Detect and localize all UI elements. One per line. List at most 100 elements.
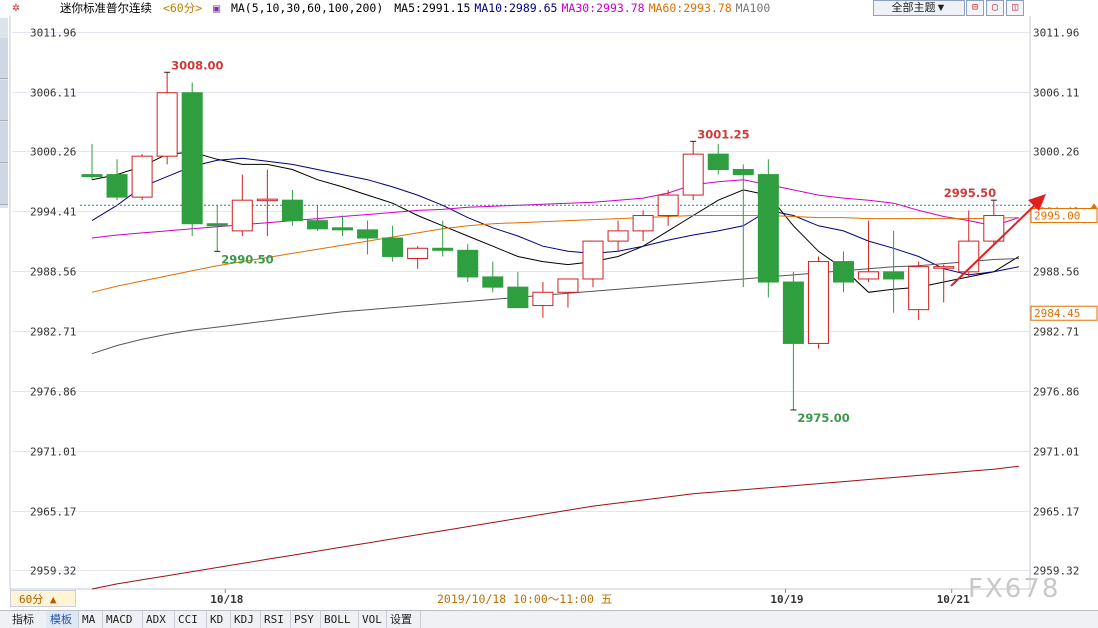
tab-vol[interactable]: VOL (358, 611, 387, 628)
candle-body (106, 174, 128, 198)
tab-adx[interactable]: ADX (142, 611, 175, 628)
y-tick-right: 3011.96 (1033, 27, 1079, 40)
ma30-line (91, 179, 1020, 239)
tab-模板[interactable]: 模板 (46, 611, 79, 628)
left-tab-2[interactable] (0, 80, 8, 121)
tab-kdj[interactable]: KDJ (230, 611, 261, 628)
y-tick-right: 2988.56 (1033, 266, 1079, 279)
price-tag-label: 2984.45 (1034, 307, 1080, 320)
y-tick-left: 2988.56 (30, 266, 76, 279)
extreme-label: 3008.00 (171, 58, 223, 72)
ma-value-1: MA10:2989.65 (474, 1, 558, 15)
extreme-label: 3001.25 (697, 127, 749, 141)
x-tick-label: 10/18 (210, 593, 243, 606)
period-label[interactable]: <60分> (162, 1, 203, 15)
ma200-line (91, 465, 1019, 590)
candle-body (883, 271, 905, 280)
candle-body (632, 215, 654, 232)
timeframe-selector[interactable]: 60分 ▲ (10, 590, 76, 607)
candle-body (782, 281, 804, 344)
left-tab-3[interactable] (0, 122, 8, 163)
ma-value-0: MA5:2991.15 (394, 1, 471, 15)
candle-body (457, 249, 479, 278)
y-tick-right: 3000.26 (1033, 146, 1079, 159)
x-tick-label: 10/19 (770, 593, 803, 606)
tab-ma[interactable]: MA (78, 611, 103, 628)
candle-body (206, 223, 228, 227)
candle-body (482, 276, 504, 288)
tab-设置[interactable]: 设置 (386, 611, 421, 628)
candle-body (807, 261, 829, 344)
tab-kd[interactable]: KD (206, 611, 231, 628)
candle-body (682, 153, 704, 196)
candle-body (757, 174, 779, 283)
candle-body (407, 247, 429, 260)
ma-value-3: MA60:2993.78 (648, 1, 732, 15)
candle-body (382, 237, 404, 257)
candle-body (657, 194, 679, 217)
tab-指标[interactable]: 指标 (8, 611, 47, 628)
candle-body (156, 92, 178, 157)
candle-body (306, 220, 328, 230)
tab-rsi[interactable]: RSI (260, 611, 291, 628)
price-tag-label: 2995.00 (1034, 210, 1080, 223)
y-tick-left: 2965.17 (30, 506, 76, 519)
ma-value-4: MA100 (735, 1, 771, 15)
candle-body (858, 271, 880, 280)
extreme-label: 2990.50 (221, 252, 273, 266)
ma5-line (91, 151, 1020, 293)
candle-body (432, 247, 454, 251)
tab-cci[interactable]: CCI (174, 611, 207, 628)
candle-body (707, 153, 729, 170)
ma-settings-icon[interactable]: ▣ (213, 1, 221, 15)
candle-body (732, 168, 754, 176)
indicator-tab-bar: 指标 模板 MA MACD ADX CCI KD KDJ RSI PSY BOLL VOL 设置 (0, 610, 1098, 628)
price-chart[interactable]: 3011.96 3011.96 3006.11 3006.11 3000.26 3000.… (0, 0, 1098, 610)
candle-body (332, 227, 353, 231)
price-tag-box (1030, 305, 1098, 321)
y-tick-left: 2959.32 (30, 565, 76, 578)
candle-body (983, 215, 1005, 242)
window-icon[interactable]: ▢ (986, 0, 1004, 16)
theme-dropdown[interactable]: 全部主题▼ (873, 0, 965, 16)
y-tick-right: 2971.01 (1033, 446, 1079, 459)
left-tab-1[interactable] (0, 38, 8, 79)
candle-body (607, 230, 629, 242)
y-tick-right: 2965.17 (1033, 506, 1079, 519)
x-tick-label: 10/21 (937, 593, 970, 606)
y-tick-left: 2982.71 (30, 326, 76, 339)
candle-body (532, 291, 554, 307)
candle-body (908, 266, 930, 311)
tab-boll[interactable]: BOLL (320, 611, 359, 628)
candle-body (181, 92, 203, 225)
extreme-label: 2995.50 (944, 186, 996, 200)
settings-gear-icon[interactable]: ✲ (12, 0, 20, 15)
y-tick-right: 2982.71 (1033, 326, 1079, 339)
candle-body (256, 198, 278, 202)
chart-header: 迷你标准普尔连续 <60分> ▣ MA(5,10,30,60,100,200) … (60, 0, 778, 16)
trend-arrow-icon (1028, 194, 1046, 211)
candle-body (557, 278, 579, 293)
candle-body (833, 261, 854, 283)
watermark: FX678 (968, 574, 1061, 604)
ma60-line (91, 215, 1019, 293)
ma-value-2: MA30:2993.78 (561, 1, 645, 15)
trend-arrow-line (950, 203, 1037, 287)
candle-body (281, 199, 303, 222)
layout-icon[interactable]: ⊟ (966, 0, 984, 16)
left-tab-4[interactable] (0, 164, 8, 205)
extreme-label: 2975.00 (797, 411, 849, 425)
instrument-name: 迷你标准普尔连续 (60, 1, 152, 15)
candle-body (582, 240, 604, 280)
ma10-line (91, 157, 1019, 276)
tab-psy[interactable]: PSY (290, 611, 321, 628)
candle-body (357, 229, 379, 239)
split-icon[interactable]: ◫ (1006, 0, 1024, 16)
y-tick-left: 3011.96 (30, 27, 76, 40)
y-tick-left: 2976.86 (30, 386, 76, 399)
tab-macd[interactable]: MACD (102, 611, 143, 628)
y-tick-right: 3006.11 (1033, 87, 1079, 100)
candle-body (958, 240, 980, 273)
ma-values: MA5:2991.15 MA10:2989.65 MA30:2993.78 MA60:… (394, 1, 774, 15)
y-tick-left: 3006.11 (30, 87, 76, 100)
